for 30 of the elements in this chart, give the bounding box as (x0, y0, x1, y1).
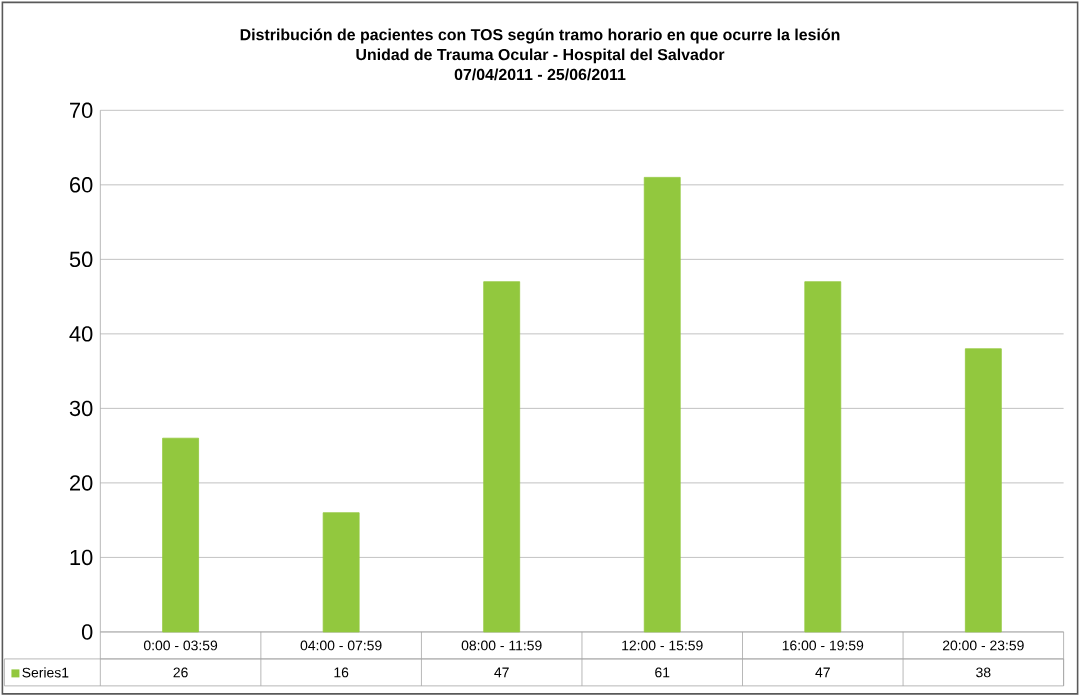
chart-title: Distribución de pacientes con TOS según tramo horario en que ocurre la lesión (240, 28, 840, 44)
data-label: 16 (334, 667, 349, 678)
y-tick-label: 40 (69, 326, 93, 342)
data-label: 26 (173, 667, 188, 678)
x-tick-label: 08:00 - 11:59 (461, 640, 542, 651)
y-tick-label: 50 (69, 251, 93, 267)
y-tick-label: 60 (70, 176, 93, 193)
text: 07/04/2011 - 25/06/2011 (454, 68, 626, 81)
data-label: 61 (655, 667, 670, 678)
data-label: 38 (976, 667, 991, 678)
data-label: 47 (815, 667, 830, 678)
x-tick-label: 16:00 - 19:59 (782, 640, 864, 651)
x-tick-label: 12:00 - 15:59 (622, 640, 703, 651)
legend-label: Series1 (22, 667, 69, 678)
bar (162, 437, 199, 633)
y-tick-label: 70 (70, 102, 93, 118)
bar (964, 348, 1002, 633)
bar (804, 281, 842, 633)
bar (483, 281, 521, 633)
x-tick-label: 04:00 - 07:59 (300, 640, 382, 651)
y-tick-label: 20 (70, 475, 93, 491)
bar (322, 512, 360, 633)
bar (643, 176, 681, 633)
x-tick-label: 0:00 - 03:59 (143, 640, 218, 651)
chart-subtitle: Unidad de Trauma Ocular - Hospital del Salvador (356, 48, 725, 64)
data-label: 47 (494, 667, 509, 678)
y-tick-label: 0 (81, 624, 93, 640)
y-tick-label: 30 (69, 400, 93, 416)
y-tick-label: 10 (70, 549, 93, 566)
x-tick-label: 20:00 - 23:59 (942, 640, 1024, 651)
